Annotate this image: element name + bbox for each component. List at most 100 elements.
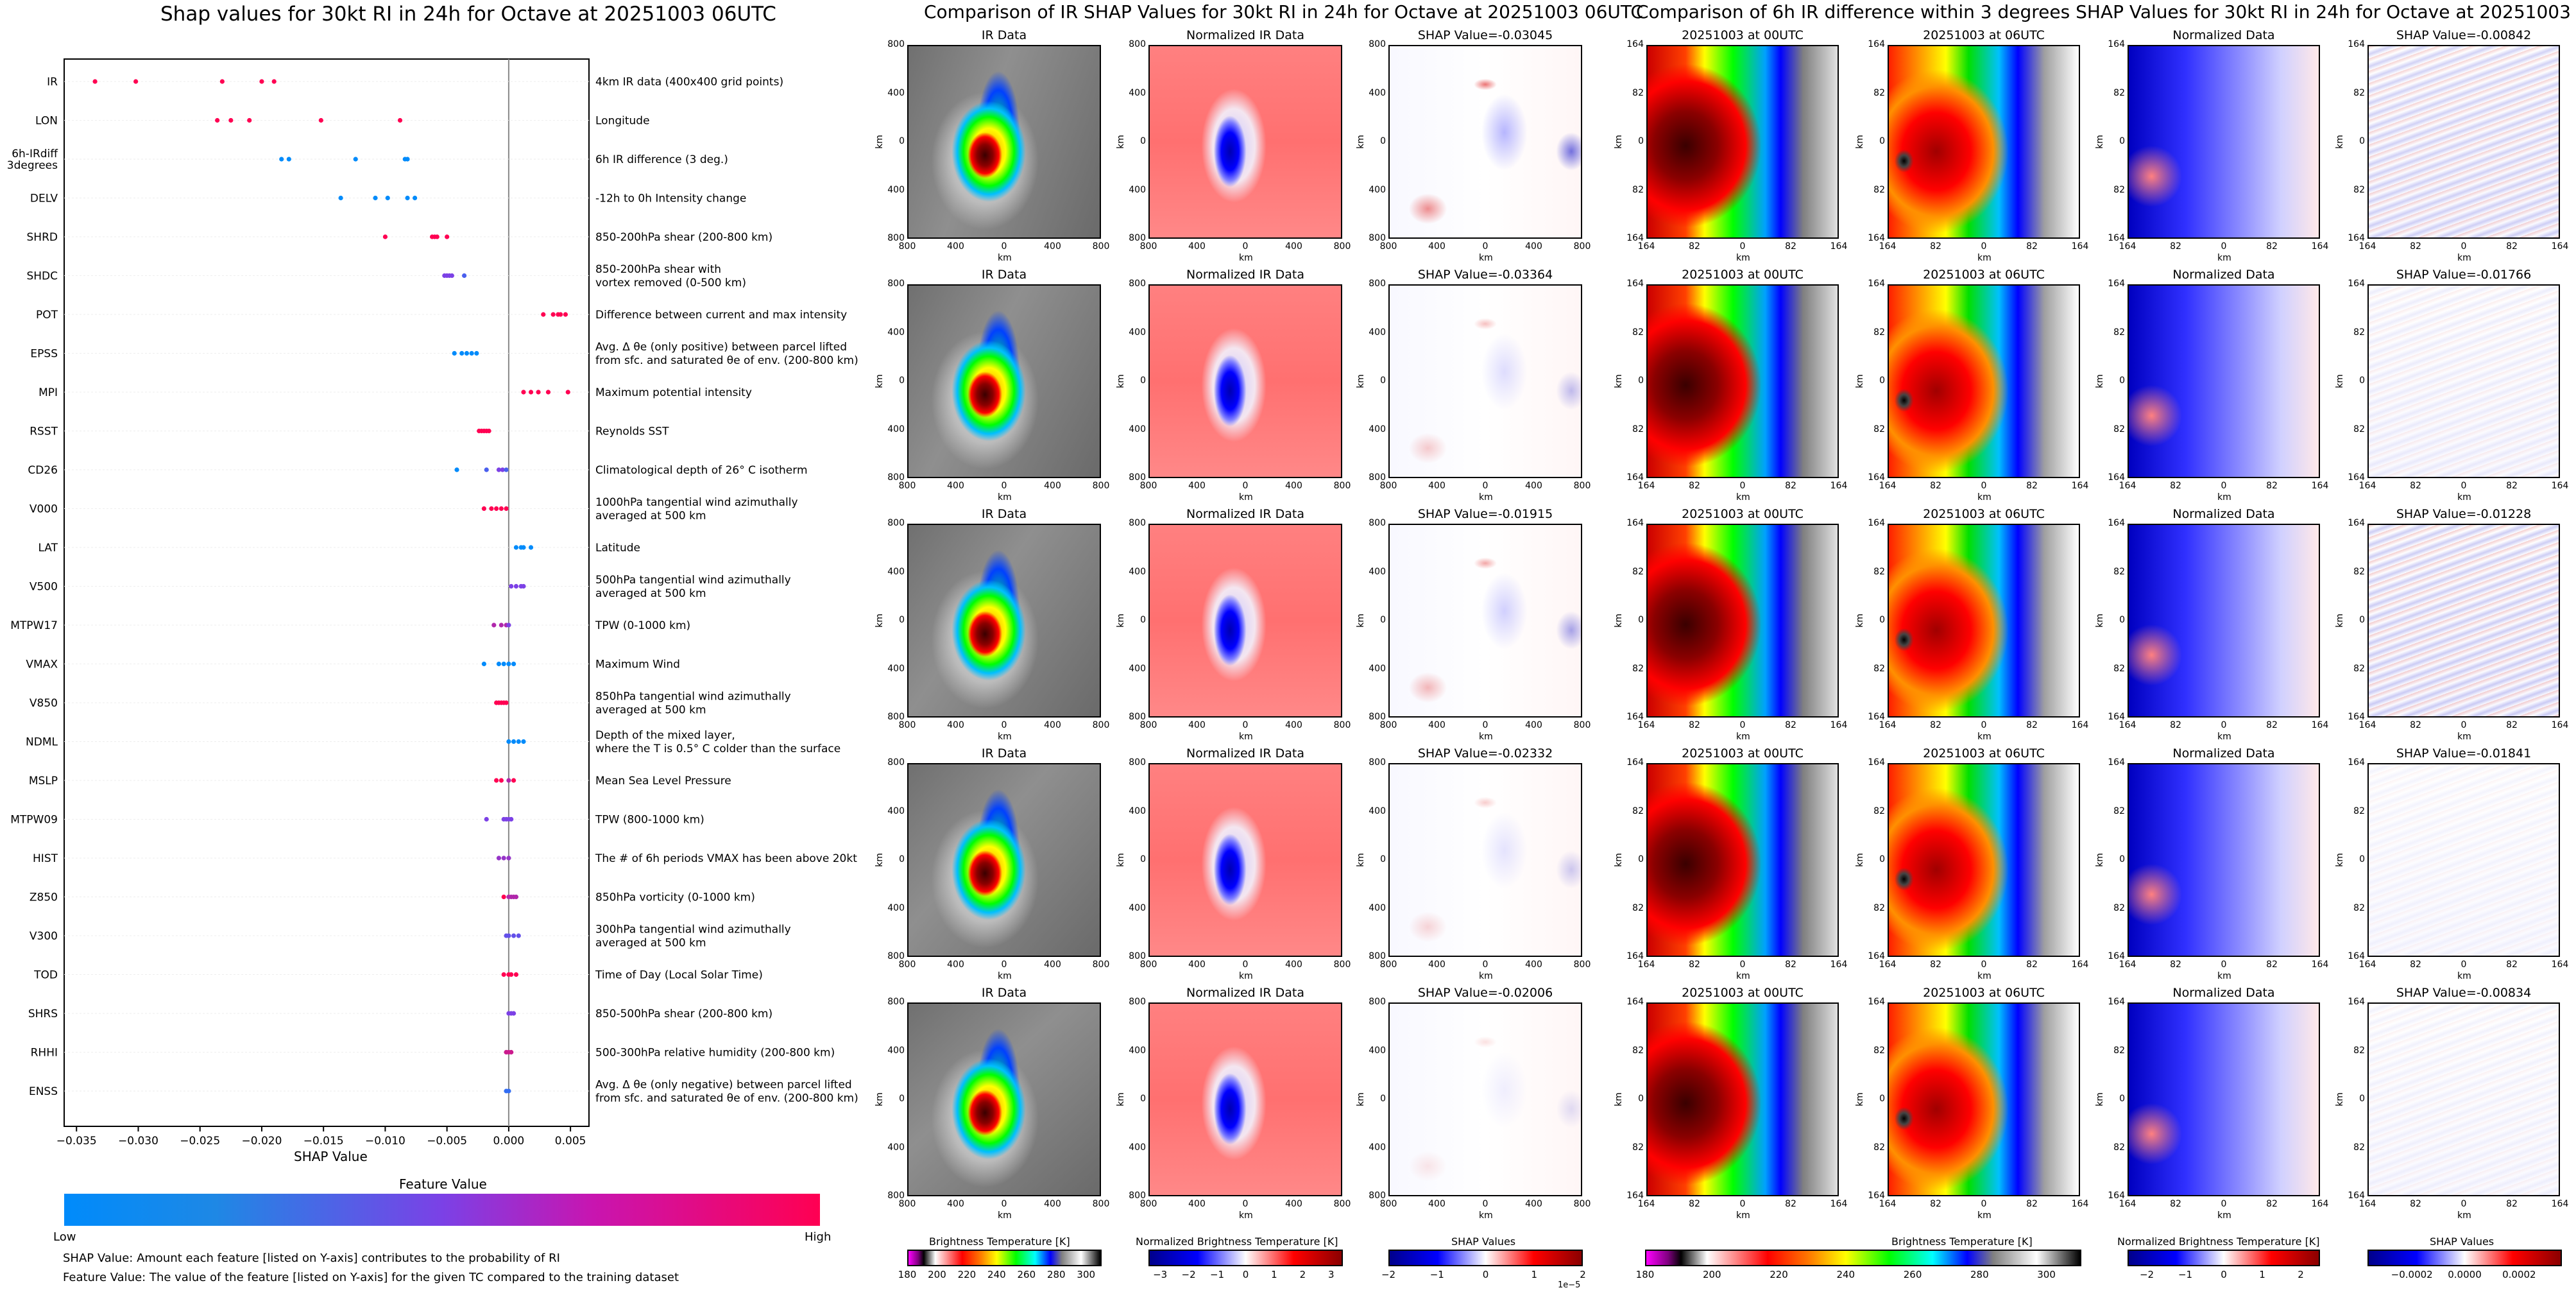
ir-shap-colorbar bbox=[1388, 1250, 1583, 1266]
x-tick-label: 800 bbox=[1379, 481, 1397, 491]
shap-point bbox=[536, 390, 541, 395]
y-tick-label: 400 bbox=[887, 1142, 905, 1153]
shap-point bbox=[318, 117, 323, 123]
x-tick-label: 0 bbox=[1981, 959, 1987, 970]
feature-label: V500 bbox=[30, 581, 58, 594]
y-tick-label: 400 bbox=[1129, 805, 1146, 816]
x-tick-label: 164 bbox=[2119, 241, 2137, 252]
colorbar-tick-label: 2 bbox=[2298, 1269, 2304, 1280]
x-tick-label: 0 bbox=[1001, 241, 1007, 252]
x-tick-label: 400 bbox=[1188, 241, 1206, 252]
x-tick-label: 0 bbox=[2461, 1199, 2467, 1209]
y-tick-label: 0 bbox=[1879, 375, 1885, 386]
ir-shap-panel bbox=[1388, 1002, 1582, 1196]
shap-point bbox=[501, 972, 506, 977]
shap-point bbox=[511, 933, 516, 938]
y-tick-label: 400 bbox=[887, 805, 905, 816]
y-tick-label: 164 bbox=[1626, 518, 1644, 528]
y-tick-label: 400 bbox=[1129, 87, 1146, 98]
feature-description: Difference between current and max inten… bbox=[595, 309, 847, 322]
shap-point bbox=[469, 350, 474, 356]
y-tick-label: 82 bbox=[1632, 1142, 1644, 1153]
shap-point bbox=[405, 195, 410, 201]
x-tick-label: 800 bbox=[898, 720, 916, 730]
y-tick-label: 0 bbox=[1879, 1094, 1885, 1104]
x-tick-label: 0 bbox=[1482, 241, 1488, 252]
y-tick-label: 164 bbox=[2108, 279, 2125, 289]
feature-description: Climatological depth of 26° C isotherm bbox=[595, 464, 808, 477]
y-tick-label: 82 bbox=[2113, 87, 2125, 98]
shap-point bbox=[528, 390, 534, 395]
x-tick-label: 0 bbox=[2221, 1199, 2227, 1209]
x-tick-label: 164 bbox=[1879, 481, 1897, 491]
x-tick-label: 82 bbox=[2170, 720, 2181, 730]
x-tick-label: 164 bbox=[1830, 720, 1848, 730]
y-tick-label: 800 bbox=[887, 997, 905, 1007]
y-tick-label: 82 bbox=[1632, 566, 1644, 577]
panel-title: SHAP Value=-0.01228 bbox=[2396, 507, 2532, 521]
x-tick-label: 0 bbox=[1001, 720, 1007, 730]
x-axis-label: km bbox=[998, 492, 1012, 503]
x-tick-label: 82 bbox=[1930, 720, 1941, 730]
x-axis-label: km bbox=[998, 1210, 1012, 1221]
y-tick-label: 164 bbox=[2108, 712, 2125, 722]
feature-description: averaged at 500 km bbox=[595, 510, 706, 522]
y-axis-label: km bbox=[1854, 853, 1865, 867]
x-tick-label: 164 bbox=[1879, 241, 1897, 252]
x-tick-label: 82 bbox=[1930, 481, 1941, 491]
x-tick-label: 800 bbox=[1573, 959, 1591, 970]
colorbar-tick-label: 1 bbox=[2259, 1269, 2265, 1280]
panel-title: Normalized IR Data bbox=[1186, 986, 1304, 1000]
panel-title: Normalized IR Data bbox=[1186, 268, 1304, 282]
y-axis-label: km bbox=[1613, 853, 1624, 867]
shap-point bbox=[513, 972, 519, 977]
x-tick-label: 800 bbox=[1092, 481, 1110, 491]
y-tick-label: 164 bbox=[2348, 712, 2365, 722]
feature-label: 3degrees bbox=[7, 159, 58, 172]
x-tick-label: 400 bbox=[1428, 959, 1446, 970]
y-tick-label: 800 bbox=[887, 1191, 905, 1201]
feature-description: 1000hPa tangential wind azimuthally bbox=[595, 496, 798, 509]
x-axis-label: km bbox=[2217, 1210, 2231, 1221]
shap-point bbox=[509, 583, 514, 589]
y-tick-label: 82 bbox=[2113, 1045, 2125, 1056]
x-axis-label: km bbox=[1479, 492, 1493, 503]
y-tick-label: 164 bbox=[2348, 279, 2365, 289]
x-axis-label: km bbox=[2457, 971, 2471, 981]
ir-normalized-colorbar bbox=[1148, 1250, 1343, 1266]
x-tick-label: 164 bbox=[1830, 481, 1848, 491]
x-tick-label: 400 bbox=[1188, 481, 1206, 491]
y-axis-label: km bbox=[2094, 853, 2105, 867]
y-tick-label: 164 bbox=[1868, 712, 1885, 722]
y-tick-label: 400 bbox=[1369, 1142, 1386, 1153]
panel-title: 20251003 at 06UTC bbox=[1923, 28, 2045, 42]
x-tick-label: 0 bbox=[1739, 241, 1746, 252]
y-tick-label: 400 bbox=[1369, 805, 1386, 816]
x-axis-label: km bbox=[1239, 1210, 1253, 1221]
ir-cbar2-label: Normalized Brightness Temperature [K] bbox=[1136, 1235, 1338, 1248]
diff-shap-panel bbox=[2367, 1002, 2560, 1196]
feature-description: 300hPa tangential wind azimuthally bbox=[595, 924, 791, 936]
y-tick-label: 400 bbox=[1369, 184, 1386, 195]
shap-point bbox=[494, 778, 499, 783]
ir-data-panel bbox=[907, 763, 1101, 957]
y-axis-label: km bbox=[1115, 374, 1126, 388]
shap-point bbox=[481, 506, 487, 512]
y-tick-label: 82 bbox=[2113, 805, 2125, 816]
x-tick-label: 164 bbox=[2119, 1199, 2137, 1209]
x-tick-label: 82 bbox=[2506, 1199, 2518, 1209]
shap-chart-title: Shap values for 30kt RI in 24h for Octav… bbox=[160, 3, 776, 26]
x-tick-label: 400 bbox=[1044, 241, 1061, 252]
x-tick-label: 164 bbox=[1637, 481, 1655, 491]
feature-description: Maximum potential intensity bbox=[595, 386, 752, 399]
y-tick-label: 164 bbox=[2348, 997, 2365, 1007]
x-tick-label: 800 bbox=[1573, 241, 1591, 252]
shap-point bbox=[133, 79, 139, 84]
y-tick-label: 164 bbox=[1868, 518, 1885, 528]
diff-comparison-title: Comparison of 6h IR difference within 3 … bbox=[1636, 1, 2576, 22]
feature-description: Latitude bbox=[595, 542, 640, 555]
shap-point bbox=[516, 739, 521, 744]
shap-point bbox=[509, 1049, 514, 1055]
feature-value-colorbar bbox=[64, 1194, 820, 1226]
y-axis-label: km bbox=[2334, 853, 2345, 867]
